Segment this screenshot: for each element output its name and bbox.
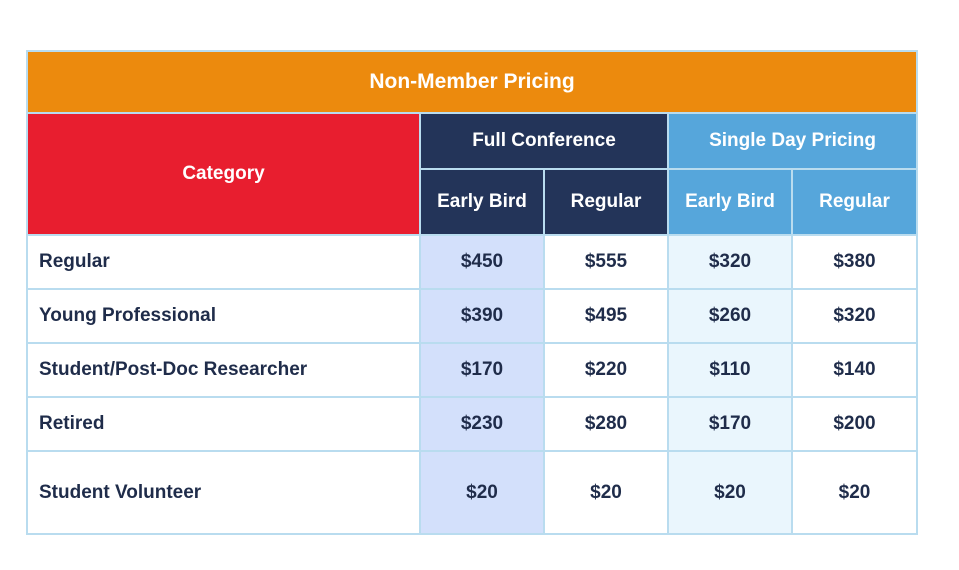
price-cell: $450: [419, 234, 545, 290]
pricing-table-container: Non-Member Pricing Category Full Confere…: [25, 50, 919, 535]
price-cell: $170: [419, 342, 545, 398]
price-cell: $280: [543, 396, 669, 452]
full-regular-header: Regular: [543, 168, 669, 236]
category-header: Category: [26, 112, 421, 236]
price-cell: $200: [790, 396, 919, 452]
price-cell: $555: [543, 234, 669, 290]
price-cell: $170: [667, 396, 793, 452]
table-row: Student Volunteer $20 $20 $20 $20: [26, 450, 919, 535]
full-early-bird-header: Early Bird: [419, 168, 545, 236]
price-cell: $140: [790, 342, 919, 398]
price-cell: $390: [419, 288, 545, 344]
price-cell: $260: [667, 288, 793, 344]
table-title: Non-Member Pricing: [25, 50, 919, 114]
price-cell: $320: [790, 288, 919, 344]
single-regular-header: Regular: [790, 168, 919, 236]
price-cell: $20: [543, 450, 669, 535]
table-row: Retired $230 $280 $170 $200: [26, 396, 919, 452]
table-row: Young Professional $390 $495 $260 $320: [26, 288, 919, 344]
full-conference-header: Full Conference: [419, 112, 669, 170]
price-cell: $380: [790, 234, 919, 290]
price-cell: $110: [667, 342, 793, 398]
price-cell: $220: [543, 342, 669, 398]
price-cell: $230: [419, 396, 545, 452]
price-cell: $320: [667, 234, 793, 290]
price-cell: $20: [790, 450, 919, 535]
table-row: Regular $450 $555 $320 $380: [26, 234, 919, 290]
table-row: Student/Post-Doc Researcher $170 $220 $1…: [26, 342, 919, 398]
row-category: Young Professional: [26, 288, 421, 344]
single-day-header: Single Day Pricing: [666, 112, 919, 170]
row-category: Regular: [26, 234, 421, 290]
pricing-table: Non-Member Pricing Category Full Confere…: [25, 50, 919, 535]
price-cell: $20: [419, 450, 545, 535]
price-cell: $495: [543, 288, 669, 344]
single-early-bird-header: Early Bird: [667, 168, 793, 236]
price-cell: $20: [667, 450, 793, 535]
row-category: Retired: [26, 396, 421, 452]
row-category: Student/Post-Doc Researcher: [26, 342, 421, 398]
row-category: Student Volunteer: [26, 450, 421, 535]
